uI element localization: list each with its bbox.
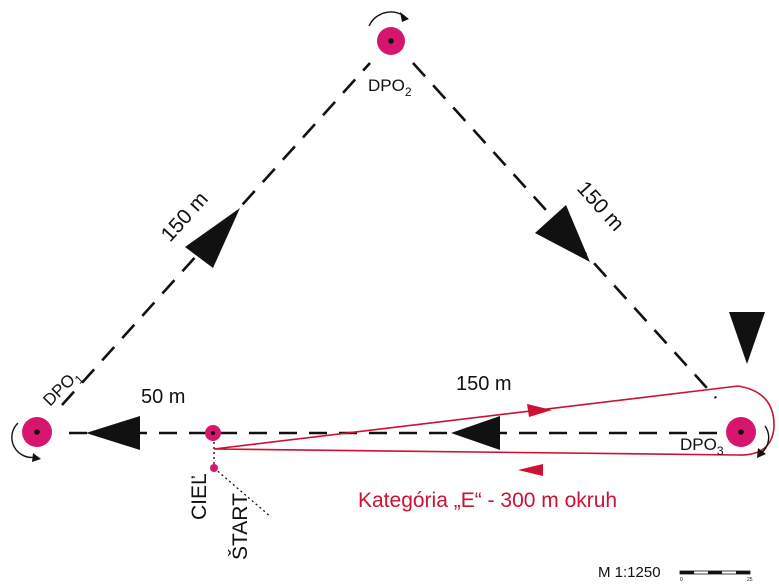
loop-arrow-back (518, 464, 543, 476)
finish-label: CIEĽ (188, 473, 211, 520)
buoy-dpo3 (726, 417, 770, 458)
scale-tick-start: 0 (680, 577, 683, 583)
finish-mark (205, 425, 221, 441)
scale-bar (679, 570, 751, 575)
dpo3-label: DPO3 (680, 435, 724, 458)
start-label: ŠTART (229, 493, 252, 560)
scale-tick-end: 25 (747, 577, 753, 583)
loop-arrow-out (527, 404, 552, 417)
direction-arrow-start (86, 416, 140, 450)
category-loop-path (213, 385, 775, 456)
direction-arrow-bottom (451, 416, 500, 450)
buoy-dpo2 (368, 11, 409, 55)
distance-start-segment: 50 m (141, 386, 185, 408)
direction-arrow-leg-right (535, 205, 590, 262)
dpo2-label: DPO2 (368, 76, 412, 99)
start-mark (210, 464, 218, 472)
buoy-dpo1 (11, 417, 52, 462)
direction-arrow-approach (729, 312, 765, 364)
scale-text: M 1:1250 (598, 564, 661, 581)
course-legs (61, 62, 717, 435)
distance-leg-bottom: 150 m (456, 373, 512, 395)
leg-dpo1-dpo2 (61, 62, 371, 406)
category-loop-label: Kategória „E“ - 300 m okruh (358, 489, 617, 512)
direction-arrow-leg-left (185, 208, 240, 268)
distance-leg-right: 150 m (572, 177, 628, 236)
